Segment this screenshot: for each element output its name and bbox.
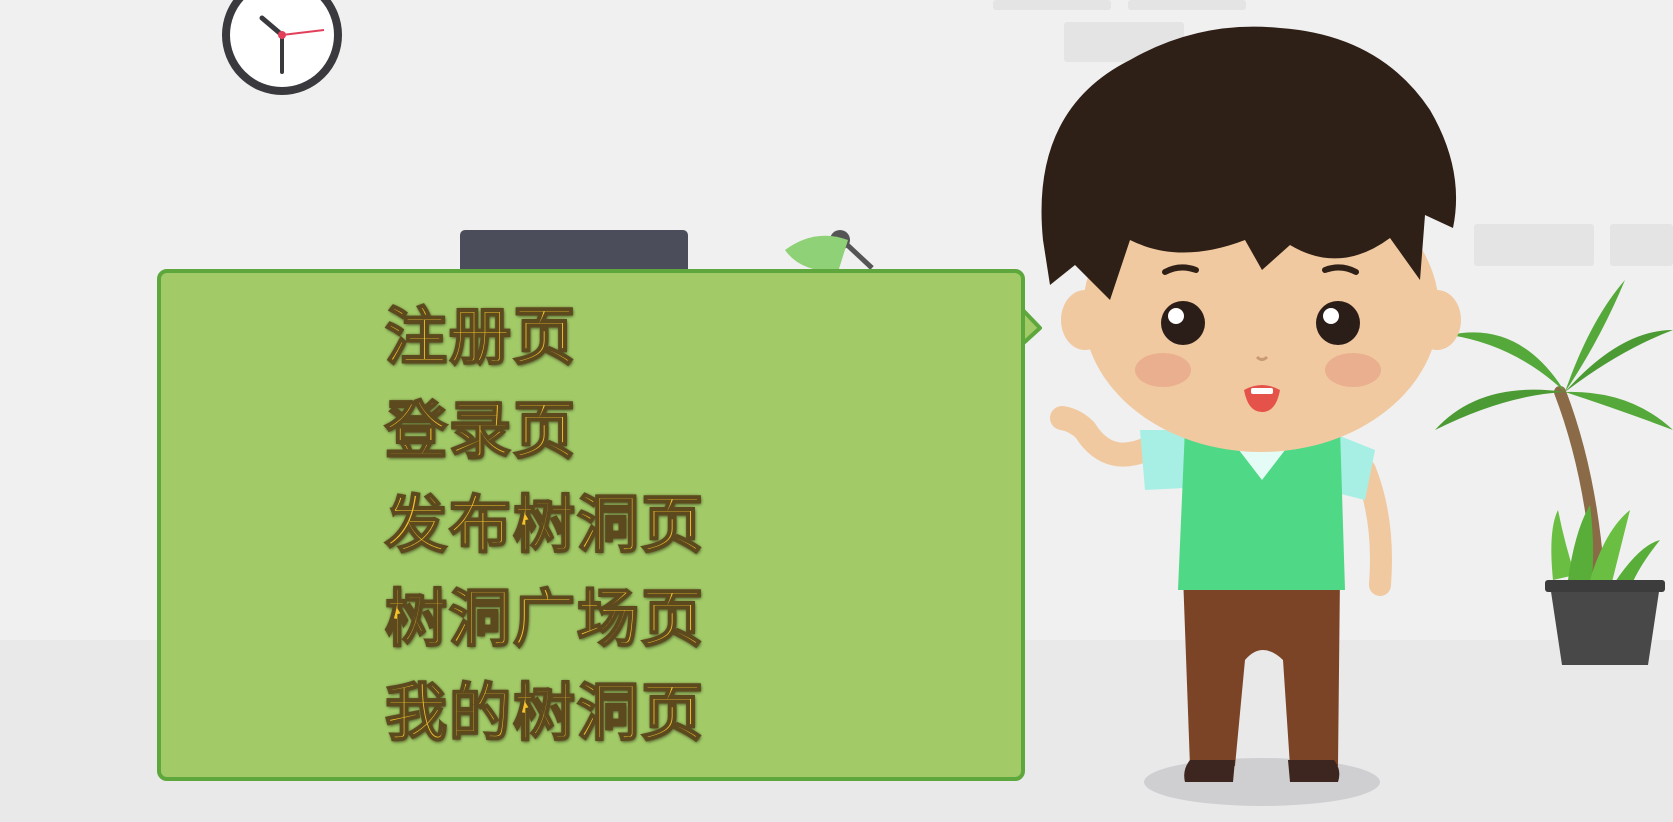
wall-brick (993, 0, 1111, 10)
wall-brick (1474, 224, 1594, 266)
speech-board (157, 269, 1025, 781)
clock-icon (222, 0, 342, 95)
page-item-login[interactable]: 登录页 (384, 393, 578, 468)
page-item-publish-treehole[interactable]: 发布树洞页 (384, 487, 706, 562)
desk-lamp-icon (785, 230, 874, 272)
laptop (460, 230, 688, 276)
wall-brick (1610, 224, 1673, 266)
wall-brick (1128, 0, 1246, 10)
page-item-register[interactable]: 注册页 (384, 299, 578, 374)
potted-palm-icon (1435, 280, 1673, 665)
page-list: 注册页 登录页 发布树洞页 树洞广场页 我的树洞页 (384, 297, 805, 767)
page-item-my-treehole[interactable]: 我的树洞页 (384, 675, 706, 750)
page-item-treehole-square[interactable]: 树洞广场页 (384, 581, 706, 656)
boy-character (1041, 26, 1461, 806)
